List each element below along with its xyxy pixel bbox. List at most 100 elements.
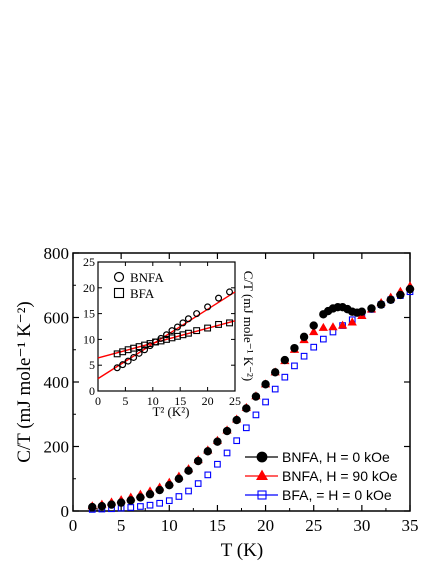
data-point bbox=[300, 352, 308, 360]
data-point bbox=[252, 411, 260, 419]
inset-legend-marker bbox=[113, 271, 125, 283]
data-point bbox=[309, 321, 318, 330]
data-point bbox=[242, 404, 251, 413]
x-tick-label: 25 bbox=[305, 516, 322, 535]
x-tick-label: 10 bbox=[161, 516, 178, 535]
legend-label: BNFA, H = 0 kOe bbox=[282, 449, 390, 465]
inset-y-tick-label: 15 bbox=[83, 307, 95, 321]
data-point bbox=[299, 332, 309, 342]
inset-fit-line bbox=[97, 320, 236, 359]
data-point bbox=[155, 485, 164, 495]
inset-legend-label: BFA bbox=[130, 286, 155, 301]
inset-data-point bbox=[113, 364, 121, 372]
data-point bbox=[347, 317, 357, 326]
data-point bbox=[184, 466, 193, 475]
inset-y-tick-label: 5 bbox=[89, 358, 95, 372]
inset-series-1 bbox=[113, 319, 233, 358]
data-point bbox=[271, 385, 279, 393]
data-point bbox=[386, 295, 395, 304]
x-tick-label: 30 bbox=[353, 516, 370, 535]
data-point bbox=[233, 437, 241, 445]
data-point bbox=[337, 320, 348, 329]
inset-legend-label: BNFA bbox=[130, 270, 164, 285]
data-point bbox=[88, 502, 97, 512]
inset-x-tick-label: 15 bbox=[174, 394, 186, 408]
y-tick-label: 0 bbox=[61, 502, 70, 521]
legend-label: BNFA, H = 90 kOe bbox=[282, 468, 398, 484]
data-point bbox=[203, 447, 212, 456]
x-axis-title: T (K) bbox=[221, 540, 263, 561]
data-point bbox=[251, 392, 261, 401]
data-point bbox=[156, 499, 164, 507]
data-point bbox=[281, 373, 289, 381]
y-tick-label: 200 bbox=[44, 438, 70, 457]
inset-data-point bbox=[179, 319, 187, 327]
inset-y-tick-label: 25 bbox=[83, 255, 95, 269]
x-tick-label: 15 bbox=[209, 516, 226, 535]
data-point bbox=[193, 456, 203, 466]
data-point bbox=[290, 343, 299, 353]
data-point bbox=[291, 362, 298, 370]
inset-data-point bbox=[204, 324, 212, 332]
data-point bbox=[405, 284, 415, 294]
data-point bbox=[367, 304, 376, 313]
y-tick-label: 600 bbox=[44, 309, 70, 328]
inset-x-tick-label: 5 bbox=[122, 394, 128, 408]
inset-data-point bbox=[173, 323, 181, 331]
inset-y-axis-title: C/T (mJ mole⁻¹ K⁻²) bbox=[241, 271, 256, 381]
data-point bbox=[328, 322, 338, 331]
inset-y-tick-label: 0 bbox=[89, 384, 95, 398]
data-point bbox=[126, 496, 135, 505]
data-point bbox=[396, 290, 405, 300]
data-point bbox=[280, 355, 290, 365]
legend-marker bbox=[257, 490, 267, 500]
inset-x-tick-label: 25 bbox=[229, 394, 241, 408]
inset-x-tick-label: 20 bbox=[202, 394, 214, 408]
data-point bbox=[145, 490, 155, 499]
x-tick-label: 20 bbox=[257, 516, 274, 535]
inset-data-point bbox=[130, 353, 138, 361]
inset-axis-ticks: 0 5 10 15 20 25 0 5 10 15 20 25 bbox=[83, 255, 241, 408]
data-point bbox=[174, 474, 184, 483]
inset-y-tick-label: 20 bbox=[83, 281, 95, 295]
y-axis-title: C/T (mJ mole⁻¹ K⁻²) bbox=[14, 301, 35, 462]
data-point bbox=[223, 449, 231, 457]
data-point bbox=[194, 480, 202, 487]
inset-y-tick-label: 10 bbox=[83, 332, 95, 346]
inset-data-point bbox=[135, 349, 143, 357]
data-point bbox=[262, 398, 269, 406]
data-point bbox=[310, 343, 318, 351]
legend-marker bbox=[256, 469, 268, 481]
inset-x-tick-label: 10 bbox=[147, 394, 159, 408]
x-tick-label: 5 bbox=[117, 516, 126, 535]
inset-legend-marker bbox=[113, 287, 125, 299]
data-point bbox=[107, 500, 116, 509]
data-point bbox=[319, 335, 327, 343]
inset-x-axis-title: T² (K²) bbox=[152, 404, 189, 419]
data-point bbox=[165, 481, 174, 490]
data-point bbox=[165, 497, 173, 505]
data-point bbox=[116, 498, 126, 507]
data-point bbox=[232, 415, 241, 425]
data-point bbox=[185, 487, 192, 495]
inset-data-point bbox=[184, 315, 192, 323]
legend: BNFA, H = 0 kOe BNFA, H = 90 kOe BFA, = H … bbox=[245, 449, 398, 503]
inset-data-point bbox=[204, 303, 212, 311]
data-point bbox=[261, 380, 270, 389]
series-0 bbox=[88, 284, 415, 512]
y-tick-label: 400 bbox=[44, 373, 70, 392]
data-point bbox=[357, 307, 367, 316]
data-point bbox=[214, 460, 221, 468]
data-point bbox=[175, 493, 183, 500]
inset-series bbox=[97, 288, 236, 380]
inset-data-point bbox=[193, 327, 201, 335]
y-tick-label: 800 bbox=[44, 244, 70, 263]
inset-data-point bbox=[226, 319, 233, 327]
data-point bbox=[146, 501, 154, 509]
inset-data-point bbox=[193, 310, 201, 318]
inset-fit-line bbox=[97, 291, 236, 380]
inset-data-point bbox=[215, 294, 223, 302]
data-point bbox=[309, 327, 319, 336]
